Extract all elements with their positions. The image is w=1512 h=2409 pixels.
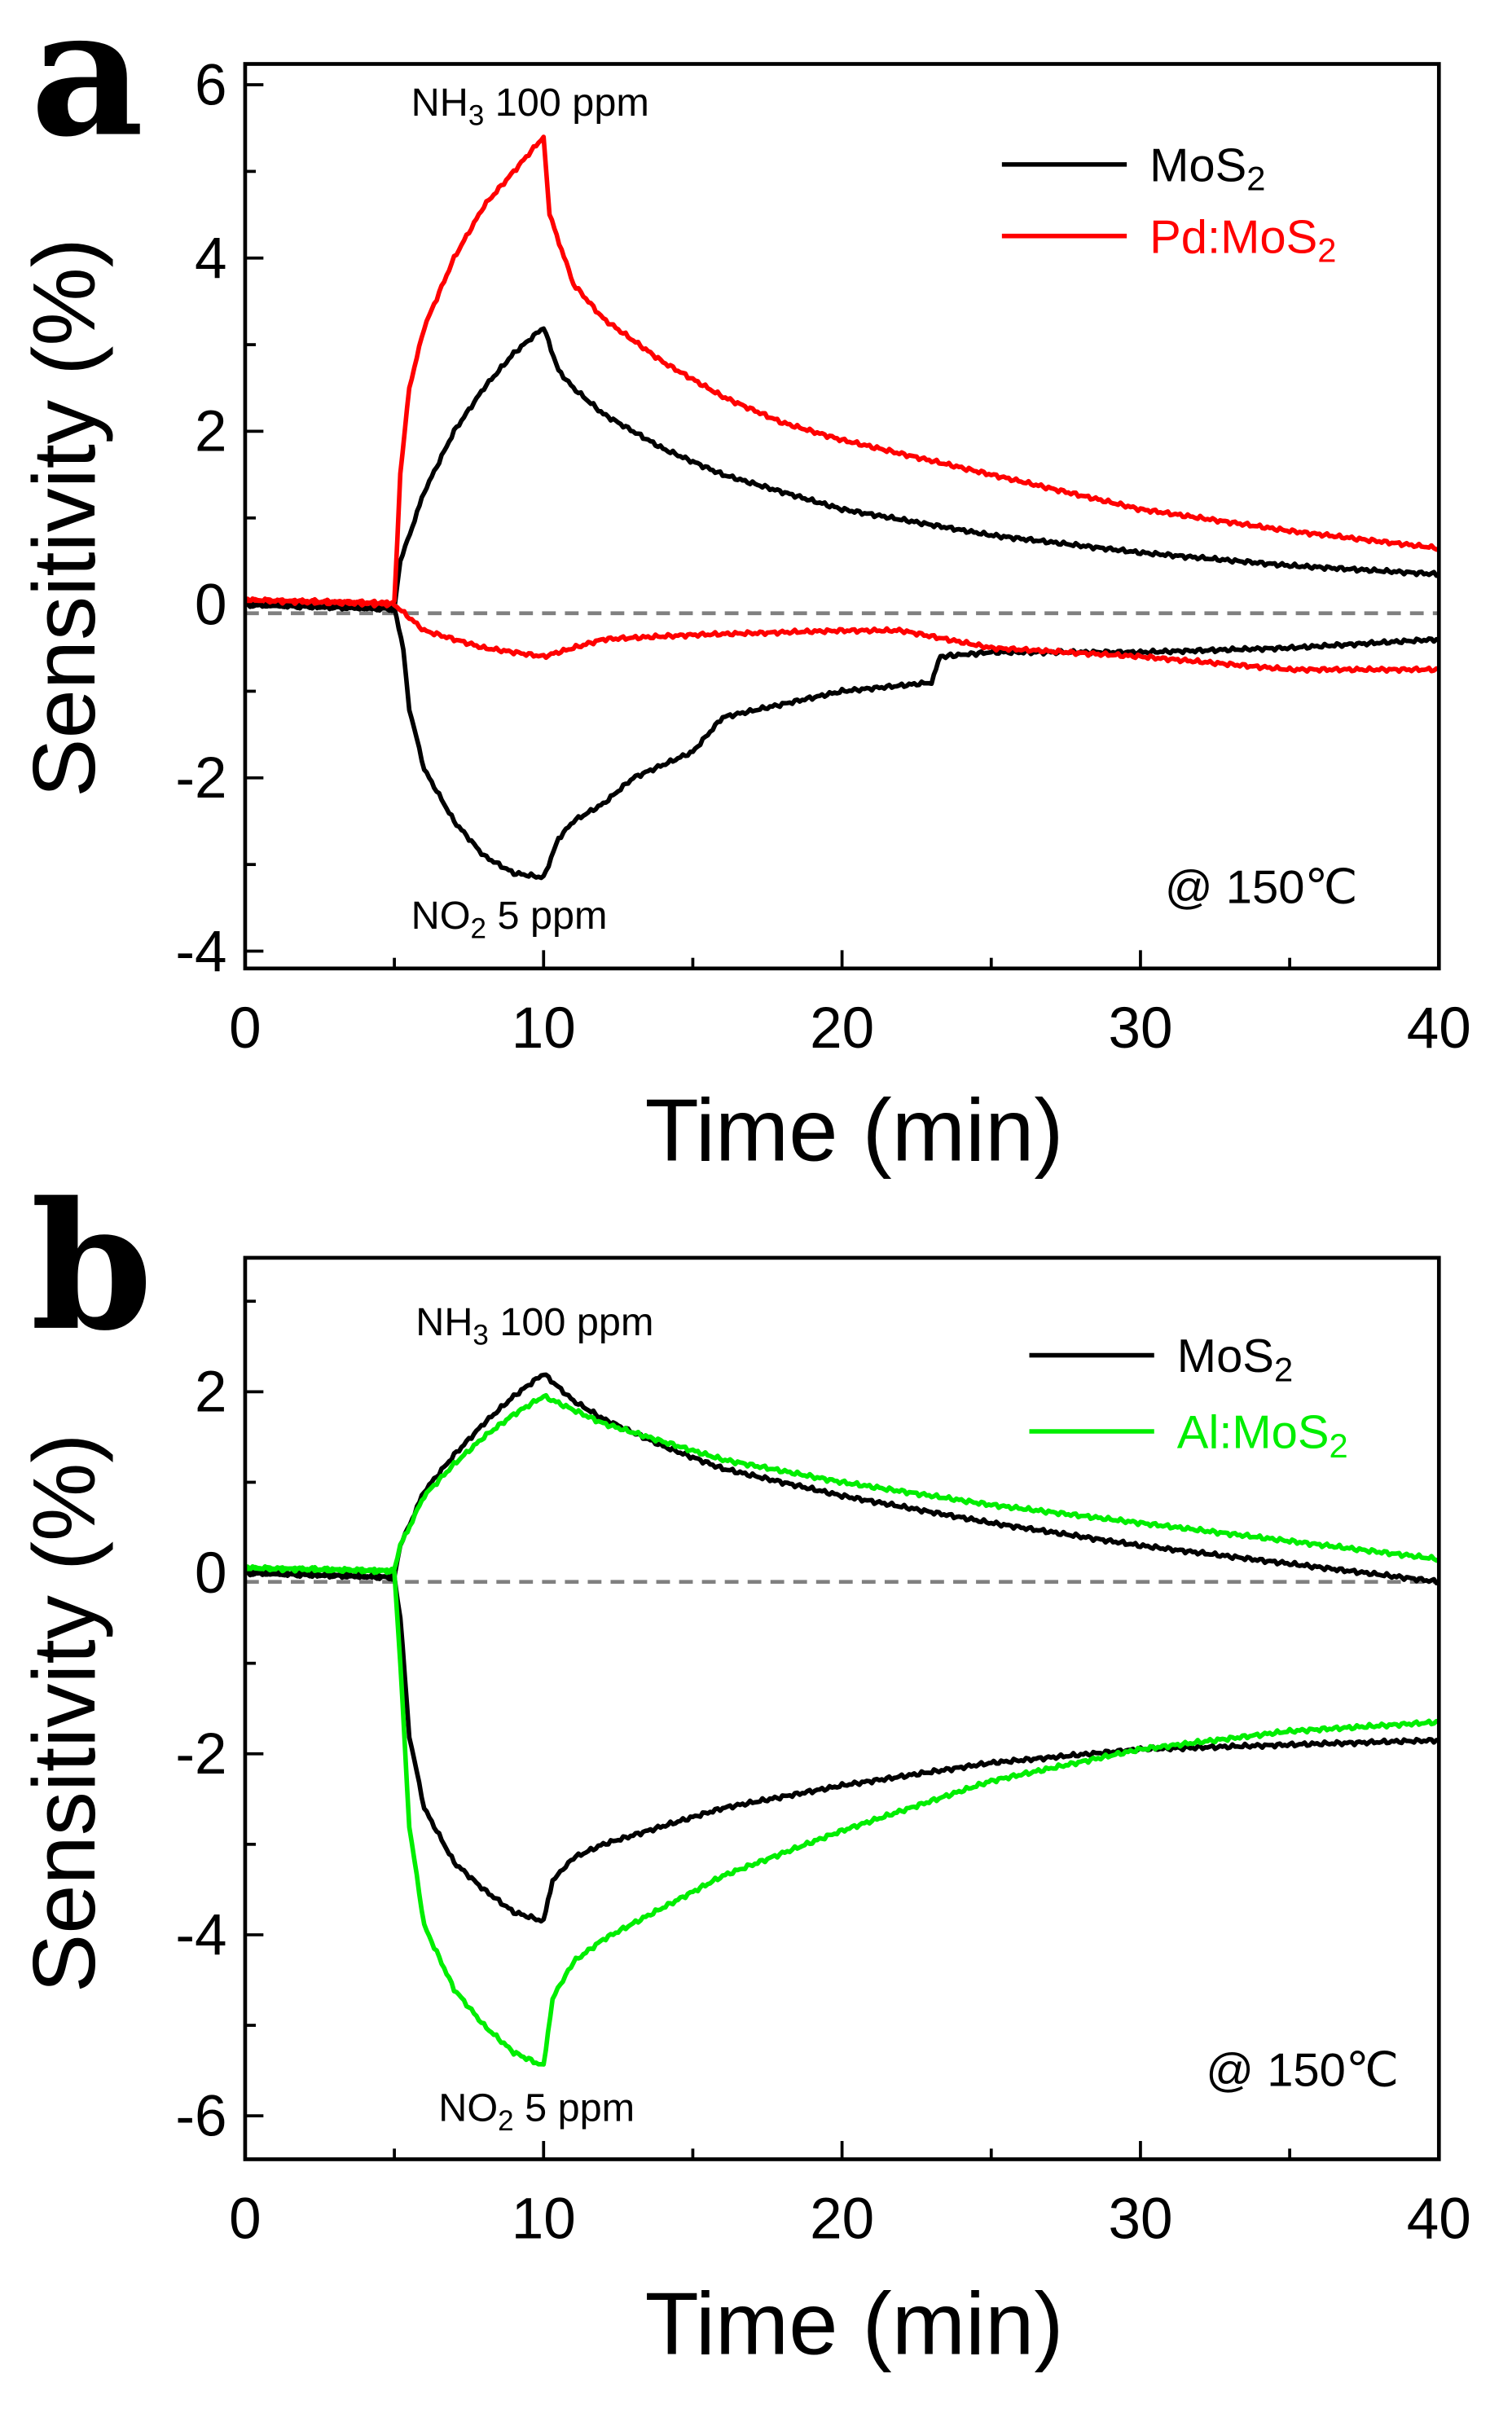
series-pd-mos2-no2 <box>243 596 1440 675</box>
annotation-temperature: @ 150℃ <box>1165 861 1358 913</box>
series-mos2-nh3 <box>244 1372 1440 1585</box>
y-tick-label: -2 <box>175 1722 226 1787</box>
series-mos2-no2 <box>244 600 1439 881</box>
y-axis-title: Sensitivity (%) <box>15 238 113 798</box>
x-tick-label: 10 <box>512 996 576 1061</box>
x-tick-label: 0 <box>229 996 261 1061</box>
annotation-nh3: NH3 100 ppm <box>415 1300 653 1351</box>
y-tick-label: 6 <box>195 53 226 117</box>
panel-a: a 0 10 20 30 40 -4 -2 0 2 4 6 Time (min) Sensitivity… <box>15 0 1471 1179</box>
annotation-no2: NO2 5 ppm <box>411 894 608 944</box>
legend-label: Al:MoS2 <box>1177 1407 1348 1465</box>
y-tick-label: -4 <box>175 920 226 984</box>
x-tick-label: 40 <box>1407 2187 1471 2252</box>
series-al-mos2-nh3 <box>244 1392 1440 1575</box>
panel-label-a: a <box>30 0 143 175</box>
plot-frame <box>243 62 1441 971</box>
y-tick-label: 2 <box>195 1361 226 1425</box>
series-mos2-no2 <box>244 1568 1439 1924</box>
panel-label-b: b <box>30 1163 152 1369</box>
x-tick-label: 0 <box>229 2187 261 2252</box>
y-tick-label: -6 <box>175 2084 226 2148</box>
x-tick-label: 30 <box>1108 2187 1172 2252</box>
y-tick-label: 0 <box>195 573 226 637</box>
x-tick-label: 20 <box>810 2187 874 2252</box>
annotation-no2: NO2 5 ppm <box>438 2086 635 2137</box>
legend-label: MoS2 <box>1177 1330 1293 1388</box>
series-pd-mos2-nh3 <box>244 134 1440 607</box>
annotation-temperature: @ 150℃ <box>1206 2045 1399 2097</box>
series-mos2-nh3 <box>244 326 1440 613</box>
y-tick-label: -2 <box>175 746 226 811</box>
legend-label: Pd:MoS2 <box>1149 211 1336 269</box>
y-axis-title: Sensitivity (%) <box>15 1433 113 1993</box>
y-tick-label: 0 <box>195 1541 226 1606</box>
y-tick-label: 2 <box>195 400 226 464</box>
x-axis-title: Time (min) <box>645 2275 1064 2373</box>
plot-frame <box>243 1255 1441 2161</box>
annotation-nh3: NH3 100 ppm <box>411 81 649 131</box>
y-tick-label: 4 <box>195 226 226 291</box>
series-al-mos2-no2 <box>243 1563 1440 2067</box>
y-tick-label: -4 <box>175 1903 226 1967</box>
x-tick-label: 10 <box>512 2187 576 2252</box>
x-tick-label: 20 <box>810 996 874 1061</box>
panel-b: b 0 10 20 30 40 -6 -4 -2 0 2 Time (min) Sensitivity… <box>15 1163 1471 2373</box>
x-tick-label: 30 <box>1108 996 1172 1061</box>
legend-label: MoS2 <box>1149 139 1265 197</box>
x-tick-label: 40 <box>1407 996 1471 1061</box>
x-axis-title: Time (min) <box>645 1080 1064 1179</box>
